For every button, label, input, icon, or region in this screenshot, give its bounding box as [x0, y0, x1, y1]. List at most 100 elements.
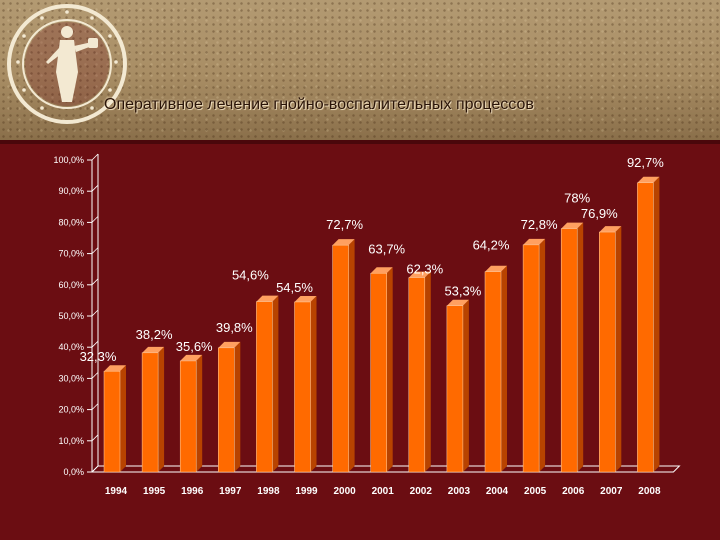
bar-front — [484, 271, 502, 473]
bar-top — [218, 341, 241, 348]
header-banner — [0, 0, 720, 140]
x-tick-label: 1994 — [105, 486, 128, 497]
y-tick-depth — [91, 465, 99, 473]
bar-side — [501, 265, 507, 472]
y-tick-label: 70,0% — [58, 249, 84, 259]
y-tick-depth — [91, 216, 99, 223]
bar-top — [523, 238, 546, 245]
bar-front — [218, 347, 235, 473]
y-tick-label: 60,0% — [58, 280, 84, 290]
bar-side — [196, 354, 203, 472]
y-tick-label: 30,0% — [58, 373, 84, 383]
data-label: 35,6% — [176, 339, 213, 354]
bar-front — [179, 360, 197, 473]
bar-side — [615, 226, 622, 472]
y-tick-depth — [91, 372, 99, 379]
x-tick-label: 2006 — [562, 486, 585, 497]
data-label: 78% — [564, 191, 590, 206]
x-tick-label: 1996 — [181, 486, 204, 497]
bar-side — [348, 239, 355, 472]
bar-side — [272, 295, 279, 472]
bar-side — [158, 346, 165, 472]
bar-2001 — [370, 267, 393, 473]
bar-top — [370, 267, 393, 274]
x-axis-labels: 1994 1995 1996 1997 1998 1999 2000 2001 2002 2003… — [105, 486, 661, 497]
bar-side — [424, 271, 431, 472]
y-tick-depth — [91, 340, 99, 348]
y-tick-depth — [91, 434, 99, 442]
bar-front — [560, 228, 578, 473]
y-tick-depth — [91, 184, 99, 192]
bar-top — [294, 295, 317, 302]
bar-front — [103, 370, 121, 473]
bar-top — [637, 176, 660, 183]
x-tick-label: 1997 — [219, 486, 242, 497]
y-tick-label: 0,0% — [63, 467, 84, 477]
data-label: 64,2% — [473, 238, 510, 253]
y-tick-depth — [91, 309, 99, 317]
bar-top — [104, 365, 126, 372]
x-tick-label: 2003 — [448, 486, 471, 497]
bar-2008 — [637, 176, 660, 473]
bar-top — [408, 271, 431, 278]
bar-side — [462, 299, 469, 472]
bar-top — [180, 354, 203, 361]
bar-side — [234, 341, 241, 472]
data-label: 63,7% — [368, 241, 405, 256]
data-label: 76,9% — [581, 206, 618, 221]
slide-title: Оперативное лечение гнойно-воспалительны… — [104, 96, 534, 113]
bar-top — [599, 226, 622, 233]
bar-1994 — [103, 365, 126, 473]
x-tick-label: 1999 — [295, 486, 318, 497]
bar-front — [294, 301, 311, 473]
y-tick-label: 10,0% — [58, 436, 84, 446]
x-tick-label: 1995 — [143, 486, 166, 497]
bar-front — [522, 244, 540, 473]
data-labels: 32,3% 38,2%35,6%39,8% 54,6% 54,5% 72,7% 63,7%… — [80, 155, 665, 364]
bar-2002 — [408, 271, 431, 473]
bar-1996 — [179, 354, 203, 473]
bar-top — [332, 239, 355, 246]
bar-top — [142, 346, 165, 353]
banner-divider — [0, 140, 720, 144]
y-tick-label: 100,0% — [53, 155, 84, 165]
y-tick-depth — [91, 278, 99, 286]
bar-2005 — [522, 238, 546, 473]
bar-front — [599, 231, 616, 473]
bar-side — [310, 295, 317, 472]
bar-2000 — [332, 239, 355, 473]
data-label: 72,7% — [326, 217, 363, 232]
bar-front — [408, 277, 426, 473]
data-label: 39,8% — [216, 320, 253, 335]
bar-top — [446, 299, 469, 306]
bar-top — [485, 265, 507, 272]
bar-front — [256, 301, 273, 473]
emblem-seal — [7, 4, 127, 124]
bar-2007 — [599, 226, 622, 473]
x-tick-label: 2000 — [333, 486, 356, 497]
bar-front — [446, 305, 464, 473]
data-label: 54,5% — [276, 280, 313, 295]
bar-side — [653, 176, 660, 472]
data-label: 72,8% — [521, 217, 558, 232]
y-tick-depth — [91, 247, 99, 254]
bar-front — [141, 352, 159, 473]
bar-1998 — [256, 295, 279, 473]
bar-top — [256, 295, 279, 302]
y-tick-label: 20,0% — [58, 405, 84, 415]
y-tick-depth — [91, 153, 99, 161]
x-tick-label: 1998 — [257, 486, 280, 497]
data-label: 53,3% — [444, 284, 481, 299]
y-tick-label: 90,0% — [58, 186, 84, 196]
y-tick-label: 80,0% — [58, 217, 84, 227]
bar-2003 — [446, 299, 469, 473]
y-axis: 0,0% 10,0% 20,0% 30,0% 40,0% 50,0% 60,0% 70,0% 8… — [53, 153, 681, 477]
data-label: 54,6% — [232, 268, 269, 283]
bar-top — [561, 222, 584, 229]
bar-1995 — [141, 346, 165, 473]
bar-side — [577, 222, 584, 472]
bar-2006 — [560, 222, 584, 473]
x-tick-label: 2001 — [372, 486, 395, 497]
bar-side — [539, 238, 546, 472]
y-tick-depth — [91, 403, 99, 410]
